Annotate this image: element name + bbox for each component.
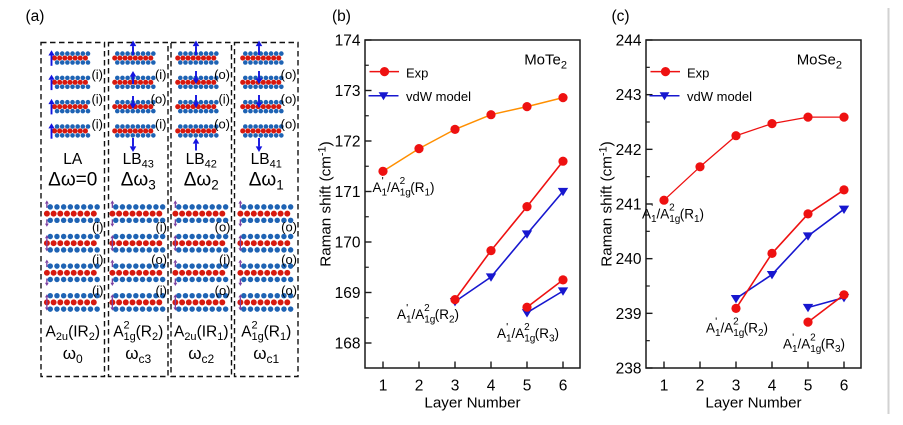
svg-text:238: 238 bbox=[616, 361, 642, 378]
svg-text:174: 174 bbox=[335, 33, 361, 50]
svg-text:(a): (a) bbox=[26, 8, 45, 25]
svg-text:(i): (i) bbox=[91, 117, 103, 132]
svg-text:240: 240 bbox=[616, 251, 642, 268]
svg-text:(b): (b) bbox=[332, 8, 351, 25]
svg-text:(i): (i) bbox=[92, 220, 104, 235]
svg-text:A1'/A1g2(R3): A1'/A1g2 (R3) bbox=[497, 322, 559, 345]
svg-text:Exp: Exp bbox=[406, 66, 428, 81]
svg-text:A1'/A1g2(R1): A1'/A1g2 (R1) bbox=[373, 176, 435, 199]
svg-text:(o): (o) bbox=[281, 67, 297, 82]
svg-text:(o): (o) bbox=[215, 283, 231, 298]
svg-text:4: 4 bbox=[487, 378, 496, 395]
svg-text:A1'/A1g2(R3): A1'/A1g2 (R3) bbox=[783, 332, 845, 355]
svg-text:Δω2: Δω2 bbox=[184, 170, 219, 193]
svg-text:244: 244 bbox=[616, 33, 642, 50]
svg-text:Δω3: Δω3 bbox=[121, 170, 156, 193]
svg-text:173: 173 bbox=[335, 83, 361, 100]
svg-text:A1'/A1g2(R1): A1'/A1g2 (R1) bbox=[642, 202, 704, 225]
svg-text:4: 4 bbox=[768, 378, 777, 395]
svg-text:(i): (i) bbox=[155, 117, 167, 132]
svg-text:(i): (i) bbox=[155, 67, 167, 82]
svg-text:2: 2 bbox=[415, 378, 424, 395]
svg-text:172: 172 bbox=[335, 134, 361, 151]
svg-text:vdW model: vdW model bbox=[406, 89, 471, 104]
svg-text:(i): (i) bbox=[91, 92, 103, 107]
svg-text:MoTe2: MoTe2 bbox=[524, 52, 567, 72]
svg-text:(i): (i) bbox=[155, 283, 167, 298]
svg-text:3: 3 bbox=[732, 378, 741, 395]
svg-text:Raman shift (cm-1): Raman shift (cm-1) bbox=[598, 141, 616, 266]
svg-text:Layer Number: Layer Number bbox=[705, 395, 801, 412]
svg-text:Raman shift (cm-1): Raman shift (cm-1) bbox=[317, 141, 335, 266]
svg-text:LA: LA bbox=[63, 151, 83, 168]
svg-text:168: 168 bbox=[335, 336, 361, 353]
svg-text:(i): (i) bbox=[92, 252, 104, 267]
svg-text:3: 3 bbox=[451, 378, 460, 395]
svg-text:(i): (i) bbox=[92, 283, 104, 298]
svg-text:(o): (o) bbox=[214, 117, 230, 132]
svg-text:A1'/A1g2(R2): A1'/A1g2 (R2) bbox=[397, 303, 459, 326]
svg-text:(o): (o) bbox=[151, 252, 167, 267]
svg-text:MoSe2: MoSe2 bbox=[797, 52, 842, 72]
svg-text:(i): (i) bbox=[219, 252, 231, 267]
svg-text:6: 6 bbox=[559, 378, 568, 395]
svg-text:170: 170 bbox=[335, 235, 361, 252]
svg-text:Δω=0: Δω=0 bbox=[48, 170, 97, 191]
svg-text:5: 5 bbox=[523, 378, 532, 395]
svg-text:5: 5 bbox=[804, 378, 813, 395]
svg-text:1: 1 bbox=[660, 378, 669, 395]
svg-text:A1g2(R2): A1g2 (R2) bbox=[113, 320, 163, 344]
svg-text:(o): (o) bbox=[215, 220, 231, 235]
svg-text:1: 1 bbox=[379, 378, 388, 395]
svg-text:Layer Number: Layer Number bbox=[424, 395, 520, 412]
svg-text:(o): (o) bbox=[281, 220, 297, 235]
svg-text:2: 2 bbox=[696, 378, 705, 395]
svg-text:243: 243 bbox=[616, 87, 642, 104]
svg-text:171: 171 bbox=[335, 184, 361, 201]
svg-text:vdW model: vdW model bbox=[687, 89, 752, 104]
svg-text:(c): (c) bbox=[612, 8, 630, 25]
svg-text:(i): (i) bbox=[218, 92, 230, 107]
svg-text:169: 169 bbox=[335, 285, 361, 302]
svg-text:(i): (i) bbox=[155, 220, 167, 235]
svg-text:241: 241 bbox=[616, 197, 642, 214]
svg-text:239: 239 bbox=[616, 306, 642, 323]
svg-text:(o): (o) bbox=[281, 117, 297, 132]
svg-text:(o): (o) bbox=[151, 92, 167, 107]
svg-text:A1'/A1g2(R2): A1'/A1g2 (R2) bbox=[706, 316, 768, 339]
svg-text:6: 6 bbox=[840, 378, 849, 395]
svg-text:(o): (o) bbox=[214, 67, 230, 82]
svg-text:(i): (i) bbox=[91, 67, 103, 82]
svg-text:(o): (o) bbox=[281, 92, 297, 107]
svg-text:(o): (o) bbox=[281, 252, 297, 267]
svg-text:Δω1: Δω1 bbox=[249, 170, 284, 193]
svg-text:242: 242 bbox=[616, 142, 642, 159]
svg-text:Exp: Exp bbox=[687, 66, 709, 81]
svg-text:A1g2(R1): A1g2 (R1) bbox=[241, 320, 291, 344]
svg-text:(o): (o) bbox=[281, 283, 297, 298]
